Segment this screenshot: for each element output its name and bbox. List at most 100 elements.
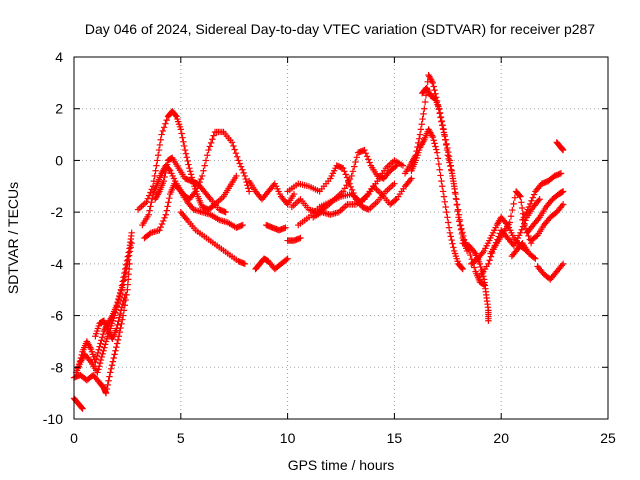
data-point [186,164,193,172]
data-point [97,340,104,347]
data-point [438,177,445,185]
data-point [160,217,167,225]
data-point [452,190,459,198]
data-point [119,284,126,291]
data-point [156,227,163,234]
data-point [447,162,454,170]
data-point [166,194,173,202]
series-track-22 [459,239,492,324]
data-series [70,71,567,412]
x-axis-ticks: 0 5 10 15 20 25 [70,57,616,446]
data-point [362,149,369,157]
data-point [439,183,446,190]
data-point [449,175,457,182]
x-tick-label: 20 [493,430,509,446]
data-point [163,165,170,172]
data-point [242,175,249,183]
data-point [230,142,237,150]
series-track-15 [284,162,398,213]
data-point [162,211,170,218]
data-point [297,234,304,242]
data-point [447,233,454,240]
data-point [451,185,458,193]
data-point [445,155,452,163]
x-tick-label: 0 [70,430,78,446]
series-track-5 [92,291,129,343]
data-point [559,146,567,154]
data-point [158,131,165,138]
data-point [233,153,241,161]
data-point [525,203,533,211]
y-axis-label: SDTVAR / TECUs [5,182,21,294]
data-point [118,304,126,311]
data-point [210,132,217,139]
data-point [441,198,449,205]
data-point [454,206,462,213]
data-point [440,126,447,133]
series-track-1 [70,395,86,412]
series-track-9 [151,154,229,216]
data-point [187,171,195,178]
data-point [156,141,164,149]
data-point [200,167,207,174]
data-point [154,152,162,159]
data-point [126,248,134,255]
chart-title: Day 046 of 2024, Sidereal Day-to-day VTE… [85,21,595,37]
data-point [110,354,117,362]
data-point [399,162,407,169]
data-point [118,287,125,294]
data-point [115,296,123,304]
data-point [446,229,454,237]
data-point [471,264,478,271]
data-point [241,260,249,268]
data-point [163,207,170,214]
data-point [107,365,115,373]
data-point [207,139,215,147]
data-point [106,373,113,380]
data-point [456,216,463,224]
data-point [443,146,451,154]
data-point [343,174,351,181]
data-point [282,224,289,231]
data-point [431,140,438,147]
data-point [485,317,492,324]
data-point [450,244,457,251]
data-point [159,127,167,135]
data-point [94,349,102,357]
data-point [98,334,106,341]
data-point [107,369,114,376]
data-point [113,303,121,310]
series-track-13 [284,234,304,244]
data-point [559,188,567,195]
data-point [442,141,450,149]
data-point [459,229,466,236]
data-point [154,157,161,164]
data-point [192,188,199,195]
data-point [147,203,154,210]
data-point [245,188,253,195]
x-tick-label: 10 [280,430,296,446]
data-point [96,343,103,350]
data-point [117,290,124,298]
data-point [94,369,101,376]
data-point [518,204,526,212]
data-point [112,347,119,354]
data-point [448,236,455,244]
data-point [418,121,425,128]
data-point [93,352,101,360]
data-point [111,312,118,319]
data-point [116,310,124,318]
data-point [442,136,449,143]
data-point [209,136,216,143]
data-point [528,197,535,204]
data-point [162,169,169,177]
data-point [148,199,155,206]
series-track-11 [252,255,291,273]
data-point [105,377,112,384]
data-point [235,157,242,164]
data-point [116,293,123,301]
data-point [128,239,135,247]
data-point [120,277,128,284]
data-point [109,358,117,365]
